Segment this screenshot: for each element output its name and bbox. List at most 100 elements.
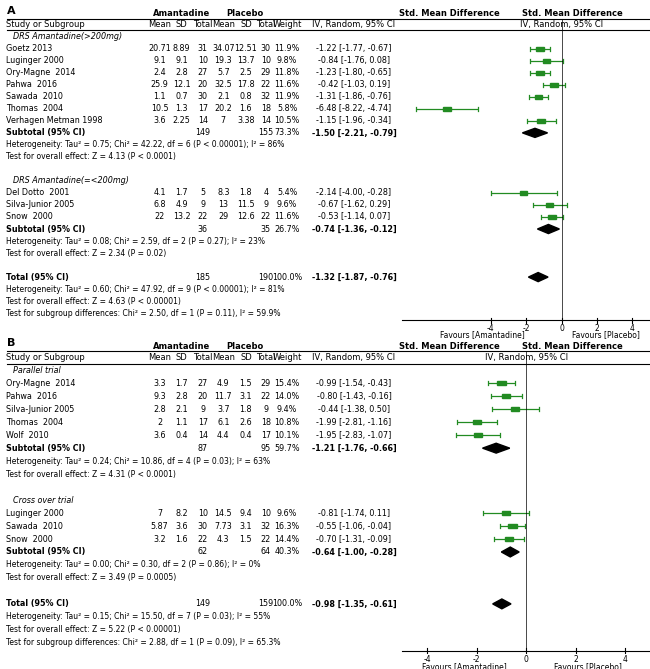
- Text: 1.3: 1.3: [176, 104, 188, 113]
- Text: Mean: Mean: [148, 353, 171, 362]
- Text: 35: 35: [261, 225, 271, 233]
- Text: 32: 32: [261, 92, 271, 101]
- Text: 32.5: 32.5: [214, 80, 232, 89]
- Text: Heterogeneity: Tau² = 0.24; Chi² = 10.86, df = 4 (P = 0.03); I² = 63%: Heterogeneity: Tau² = 0.24; Chi² = 10.86…: [6, 457, 270, 466]
- Text: Pahwa  2016: Pahwa 2016: [6, 392, 57, 401]
- Text: -4: -4: [423, 654, 431, 664]
- Text: Total: Total: [193, 20, 213, 29]
- Text: 5.7: 5.7: [217, 68, 229, 78]
- Bar: [443, 107, 450, 111]
- Text: 4.1: 4.1: [153, 189, 166, 197]
- Text: Ory-Magne  2014: Ory-Magne 2014: [6, 68, 76, 78]
- Text: 1.5: 1.5: [240, 535, 252, 543]
- Bar: [543, 59, 551, 63]
- Text: Mean: Mean: [148, 20, 171, 29]
- Text: Silva-Junior 2005: Silva-Junior 2005: [6, 405, 75, 413]
- Text: -6.48 [-8.22, -4.74]: -6.48 [-8.22, -4.74]: [317, 104, 391, 113]
- Bar: [474, 433, 482, 438]
- Polygon shape: [482, 444, 510, 453]
- Text: 10.5%: 10.5%: [274, 116, 300, 125]
- Text: 30: 30: [198, 92, 208, 101]
- Text: 3.3: 3.3: [153, 379, 166, 388]
- Text: 26.7%: 26.7%: [274, 225, 300, 233]
- Text: 87: 87: [198, 444, 208, 453]
- Text: Amantadine: Amantadine: [153, 342, 210, 351]
- Text: Total: Total: [256, 353, 276, 362]
- Text: Luginger 2000: Luginger 2000: [6, 508, 64, 518]
- Bar: [520, 191, 527, 195]
- Text: Subtotal (95% CI): Subtotal (95% CI): [6, 225, 86, 233]
- Text: 10: 10: [261, 56, 271, 66]
- Text: Favours [Placebo]: Favours [Placebo]: [572, 330, 640, 340]
- Text: 2.1: 2.1: [217, 92, 229, 101]
- Text: 27: 27: [198, 379, 208, 388]
- Text: 2.6: 2.6: [240, 417, 252, 427]
- Text: 4.4: 4.4: [217, 431, 229, 440]
- Text: 0.7: 0.7: [176, 92, 188, 101]
- Text: 20: 20: [198, 392, 208, 401]
- Text: 31: 31: [198, 44, 208, 54]
- Text: 9: 9: [200, 405, 205, 413]
- Text: Luginger 2000: Luginger 2000: [6, 56, 64, 66]
- Text: 7: 7: [157, 508, 162, 518]
- Text: 22: 22: [198, 535, 208, 543]
- Bar: [549, 215, 556, 219]
- Bar: [546, 203, 554, 207]
- Text: 13: 13: [218, 201, 228, 209]
- Text: -2: -2: [473, 654, 480, 664]
- Bar: [504, 537, 513, 541]
- Text: 2.8: 2.8: [176, 392, 188, 401]
- Text: -1.32 [-1.87, -0.76]: -1.32 [-1.87, -0.76]: [311, 272, 396, 282]
- Text: 10: 10: [198, 508, 208, 518]
- Text: 17: 17: [198, 417, 208, 427]
- Text: 8.2: 8.2: [176, 508, 188, 518]
- Text: 10: 10: [261, 508, 271, 518]
- Text: 17: 17: [261, 431, 271, 440]
- Text: 1.1: 1.1: [176, 417, 188, 427]
- Text: 3.1: 3.1: [240, 522, 252, 531]
- Text: 5: 5: [200, 189, 205, 197]
- Bar: [536, 71, 543, 75]
- Text: Cross over trial: Cross over trial: [13, 496, 73, 504]
- Text: 12.1: 12.1: [173, 80, 190, 89]
- Text: 14.5: 14.5: [214, 508, 232, 518]
- Text: 32: 32: [261, 522, 271, 531]
- Text: 10: 10: [198, 56, 208, 66]
- Text: 2.25: 2.25: [173, 116, 190, 125]
- Text: Sawada  2010: Sawada 2010: [6, 92, 64, 101]
- Text: 0.8: 0.8: [240, 92, 252, 101]
- Text: 64: 64: [261, 547, 271, 557]
- Text: Test for overall effect: Z = 4.31 (P < 0.0001): Test for overall effect: Z = 4.31 (P < 0…: [6, 470, 176, 478]
- Text: Del Dotto  2001: Del Dotto 2001: [6, 189, 70, 197]
- Polygon shape: [538, 224, 560, 233]
- Text: 40.3%: 40.3%: [274, 547, 300, 557]
- Bar: [538, 119, 545, 123]
- Text: Favours [Placebo]: Favours [Placebo]: [554, 662, 622, 669]
- Text: 20: 20: [198, 80, 208, 89]
- Bar: [473, 420, 481, 424]
- Text: Subtotal (95% CI): Subtotal (95% CI): [6, 547, 86, 557]
- Text: 5.4%: 5.4%: [277, 189, 297, 197]
- Text: 3.38: 3.38: [237, 116, 255, 125]
- Text: IV, Random, 95% CI: IV, Random, 95% CI: [520, 20, 603, 29]
- Text: SD: SD: [176, 20, 187, 29]
- Text: Std. Mean Difference: Std. Mean Difference: [523, 342, 623, 351]
- Text: 16.3%: 16.3%: [274, 522, 300, 531]
- Text: 0: 0: [559, 324, 564, 333]
- Text: IV, Random, 95% CI: IV, Random, 95% CI: [484, 353, 567, 362]
- Text: Subtotal (95% CI): Subtotal (95% CI): [6, 128, 86, 137]
- Text: -0.67 [-1.62, 0.29]: -0.67 [-1.62, 0.29]: [318, 201, 390, 209]
- Text: 3.1: 3.1: [240, 392, 252, 401]
- Text: 3.6: 3.6: [153, 116, 166, 125]
- Text: -1.99 [-2.81, -1.16]: -1.99 [-2.81, -1.16]: [317, 417, 391, 427]
- Text: Subtotal (95% CI): Subtotal (95% CI): [6, 444, 86, 453]
- Text: Std. Mean Difference: Std. Mean Difference: [523, 9, 623, 19]
- Text: 29: 29: [218, 213, 229, 221]
- Text: Test for overall effect: Z = 5.22 (P < 0.00001): Test for overall effect: Z = 5.22 (P < 0…: [6, 626, 181, 634]
- Polygon shape: [528, 272, 548, 282]
- Text: 22: 22: [261, 535, 271, 543]
- Bar: [534, 95, 542, 99]
- Polygon shape: [501, 547, 519, 557]
- Text: Std. Mean Difference: Std. Mean Difference: [398, 9, 499, 19]
- Bar: [508, 524, 517, 528]
